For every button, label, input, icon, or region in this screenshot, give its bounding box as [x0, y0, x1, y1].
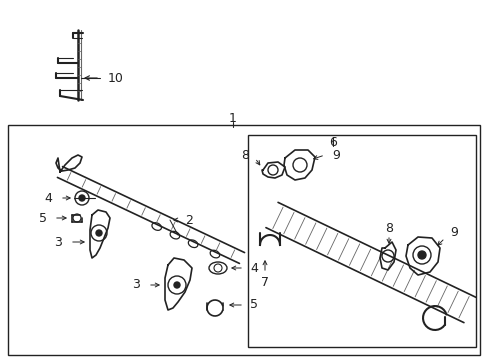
Text: 8: 8: [241, 149, 248, 162]
Circle shape: [417, 251, 425, 259]
Text: 5: 5: [249, 298, 258, 311]
Text: 3: 3: [54, 235, 62, 248]
Text: 8: 8: [384, 221, 392, 234]
Text: 7: 7: [261, 276, 268, 289]
Text: 10: 10: [108, 72, 123, 85]
Text: 9: 9: [449, 225, 457, 239]
Text: 2: 2: [184, 213, 192, 226]
Circle shape: [96, 230, 102, 236]
Text: 4: 4: [249, 261, 257, 275]
Text: 9: 9: [331, 149, 339, 162]
Text: 1: 1: [228, 112, 237, 125]
Circle shape: [79, 195, 85, 201]
Text: 4: 4: [44, 192, 52, 204]
Text: 3: 3: [132, 279, 140, 292]
Bar: [8, 125, 479, 355]
Text: 6: 6: [328, 135, 336, 149]
Circle shape: [174, 282, 180, 288]
Text: 5: 5: [39, 212, 47, 225]
Bar: [247, 135, 475, 347]
